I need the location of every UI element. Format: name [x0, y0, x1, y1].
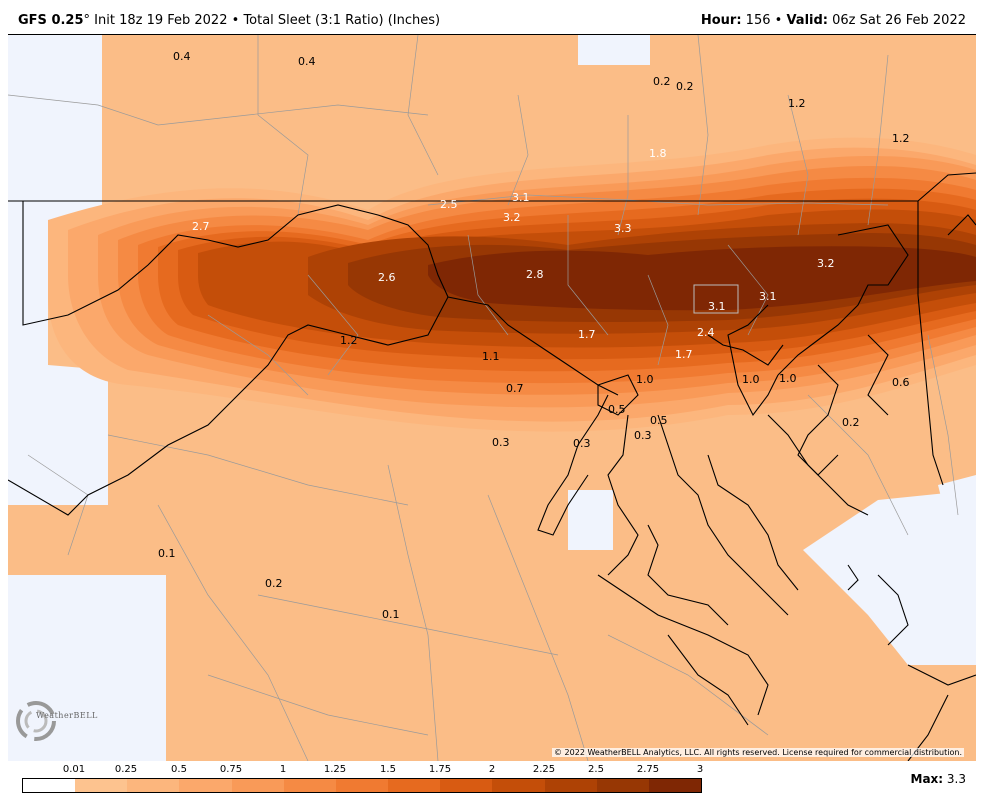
legend-swatch: [231, 779, 284, 792]
value-label: 0.2: [265, 577, 283, 590]
value-label: 1.1: [482, 350, 500, 363]
value-label: 0.4: [173, 50, 191, 63]
weatherbell-logo: WeatherBELL: [12, 695, 104, 747]
no-data-region: [938, 475, 976, 505]
value-label: 0.3: [492, 436, 510, 449]
product-name: Total Sleet (3:1 Ratio) (Inches): [243, 13, 441, 28]
color-legend: 0.01 0.25 0.5 0.75 1 1.25 1.5 1.75 2 2.2…: [22, 764, 704, 794]
state-borders: [8, 172, 976, 761]
legend-tick: 3: [696, 764, 704, 775]
contour-band: [428, 246, 976, 311]
legend-tick: 0.5: [171, 764, 187, 775]
legend-swatch: [75, 779, 128, 792]
value-label: 0.7: [506, 382, 524, 395]
no-data-region: [803, 490, 976, 665]
max-value: Max: 3.3: [911, 772, 967, 786]
value-label: 0.2: [653, 75, 671, 88]
legend-tick: 0.75: [219, 764, 243, 775]
legend-swatch: [23, 779, 76, 792]
legend-tick: 1: [279, 764, 287, 775]
value-label: 1.8: [649, 147, 667, 160]
value-label: 0.4: [298, 55, 316, 68]
value-label: 0.6: [892, 376, 910, 389]
value-label: 0.2: [676, 80, 694, 93]
hour-label: Hour:: [700, 13, 742, 28]
hour-value: 156: [745, 13, 771, 28]
value-label: 1.0: [742, 373, 760, 386]
legend-tick: 2.75: [636, 764, 660, 775]
legend-tick: 2: [488, 764, 496, 775]
legend-tick: 0.25: [114, 764, 138, 775]
valid-value: 06z Sat 26 Feb 2022: [832, 13, 966, 28]
logo-swirl-icon: [16, 701, 56, 741]
value-label: 3.1: [708, 300, 726, 313]
value-label: 1.2: [788, 97, 806, 110]
value-labels: 0.4 0.4 0.2 0.2 1.2 1.8 1.2 2.5 3.1 3.2 …: [158, 50, 910, 621]
value-label: 3.2: [503, 211, 521, 224]
value-label: 1.7: [578, 328, 596, 341]
init-time: Init 18z 19 Feb 2022: [94, 13, 228, 28]
legend-swatch: [283, 779, 336, 792]
value-label: 1.0: [636, 373, 654, 386]
legend-swatch: [492, 779, 545, 792]
legend-tick: 1.25: [323, 764, 347, 775]
legend-swatch: [179, 779, 232, 792]
degree-mark: °: [83, 13, 91, 28]
no-data-region: [8, 285, 108, 505]
legend-tick: 0.01: [62, 764, 86, 775]
no-data-region: [578, 35, 650, 65]
no-data-region: [568, 490, 613, 550]
city-outline: [693, 284, 739, 314]
value-label: 0.2: [842, 416, 860, 429]
value-label: 1.7: [675, 348, 693, 361]
legend-tick: 2.5: [588, 764, 604, 775]
legend-swatch: [440, 779, 493, 792]
legend-swatch: [388, 779, 441, 792]
legend-swatch: [648, 779, 702, 792]
copyright-notice: © 2022 WeatherBELL Analytics, LLC. All r…: [552, 748, 964, 757]
legend-ticks: 0.01 0.25 0.5 0.75 1 1.25 1.5 1.75 2 2.2…: [22, 764, 704, 778]
valid-label: Valid:: [786, 13, 828, 28]
value-label: 3.2: [817, 257, 835, 270]
header: GFS 0.25° Init 18z 19 Feb 2022 • Total S…: [0, 0, 984, 34]
value-label: 1.0: [779, 372, 797, 385]
separator: •: [231, 13, 240, 28]
legend-swatch: [127, 779, 180, 792]
legend-swatch: [335, 779, 389, 792]
value-label: 0.5: [608, 403, 626, 416]
sleet-map: 0.4 0.4 0.2 0.2 1.2 1.8 1.2 2.5 3.1 3.2 …: [8, 34, 976, 761]
value-label: 0.3: [573, 437, 591, 450]
legend-color-bar: [22, 778, 702, 793]
legend-tick: 2.25: [532, 764, 556, 775]
legend-tick: 1.75: [428, 764, 452, 775]
value-label: 1.2: [340, 334, 358, 347]
separator: •: [774, 13, 783, 28]
no-data-region: [8, 575, 166, 761]
valid-time-block: Hour: 156 • Valid: 06z Sat 26 Feb 2022: [701, 13, 966, 28]
value-label: 3.1: [512, 191, 530, 204]
value-label: 0.1: [158, 547, 176, 560]
value-label: 0.1: [382, 608, 400, 621]
value-label: 2.8: [526, 268, 544, 281]
value-label: 0.3: [634, 429, 652, 442]
model-name: GFS 0.25: [18, 13, 84, 28]
value-label: 2.4: [697, 326, 715, 339]
max-label: Max:: [910, 772, 944, 786]
map-canvas: 0.4 0.4 0.2 0.2 1.2 1.8 1.2 2.5 3.1 3.2 …: [8, 35, 976, 761]
legend-swatch: [544, 779, 597, 792]
value-label: 2.7: [192, 220, 210, 233]
map-title: GFS 0.25° Init 18z 19 Feb 2022 • Total S…: [18, 13, 440, 28]
legend-tick: 1.5: [380, 764, 396, 775]
max-number: 3.3: [946, 772, 966, 786]
logo-text: WeatherBELL: [36, 711, 98, 720]
value-label: 3.3: [614, 222, 632, 235]
value-label: 3.1: [759, 290, 777, 303]
value-label: 0.5: [650, 414, 668, 427]
value-label: 2.6: [378, 271, 396, 284]
value-label: 1.2: [892, 132, 910, 145]
county-lines: [8, 35, 959, 761]
value-label: 2.5: [440, 198, 458, 211]
legend-swatch: [596, 779, 649, 792]
